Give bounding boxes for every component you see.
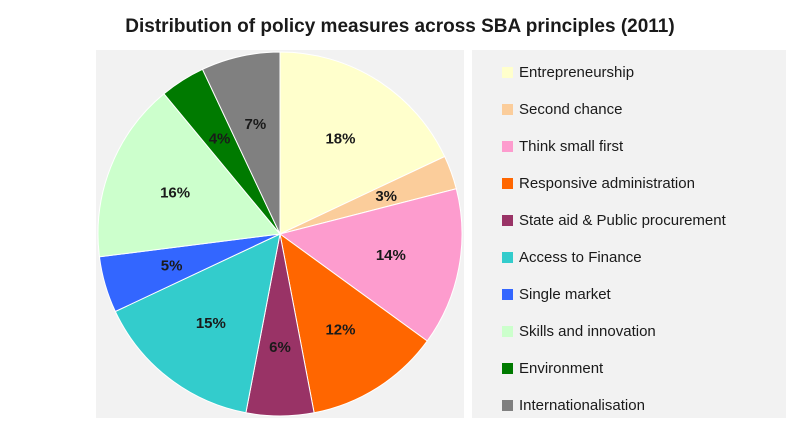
pie-slice-internationalisation — [201, 51, 281, 235]
pie-slice-responsive-administration — [279, 232, 428, 414]
slice-label: 5% — [161, 257, 183, 274]
legend-label: Entrepreneurship — [519, 63, 635, 81]
legend-swatch — [502, 362, 513, 374]
legend-label: Second chance — [519, 100, 623, 118]
legend-swatch — [502, 325, 513, 337]
legend-item: Responsive administration — [502, 173, 695, 193]
legend-swatch — [502, 177, 513, 189]
legend-swatch — [502, 251, 513, 263]
legend-swatch — [502, 288, 513, 300]
pie-chart: 18% 3% 14% 12% 6% 15% 5% 16% 4% 7% — [97, 51, 463, 417]
pie-slice-entrepreneurship — [279, 51, 446, 235]
legend-item: Skills and innovation — [502, 321, 656, 341]
slice-label: 15% — [196, 315, 226, 332]
legend-item: Environment — [502, 358, 603, 378]
slice-label: 18% — [325, 131, 355, 148]
legend-item: Second chance — [502, 99, 622, 119]
slice-label: 4% — [209, 131, 231, 148]
legend-swatch — [502, 399, 513, 411]
slice-label: 7% — [245, 116, 267, 133]
slice-label: 14% — [376, 247, 406, 264]
legend-item: Internationalisation — [502, 395, 645, 415]
pie-slice-access-to-finance — [114, 233, 281, 414]
legend-swatch — [502, 214, 513, 226]
legend-label: Internationalisation — [519, 396, 645, 414]
pie-slice-skills-and-innovation — [97, 93, 281, 258]
legend-item: Think small first — [502, 136, 623, 156]
slice-label: 12% — [325, 321, 355, 338]
legend-label: Think small first — [519, 137, 624, 155]
slice-label: 16% — [160, 184, 190, 201]
legend: Entrepreneurship Second chance Think small… — [472, 50, 786, 418]
legend-label: Responsive administration — [519, 174, 695, 192]
chart-title: Distribution of policy measures across S… — [125, 16, 675, 37]
legend-swatch — [502, 66, 513, 78]
legend-label: Skills and innovation — [519, 322, 656, 340]
legend-label: State aid & Public procurement — [519, 211, 726, 229]
legend-label: Access to Finance — [519, 248, 642, 266]
legend-item: State aid & Public procurement — [502, 210, 726, 230]
pie-slice-think-small-first — [278, 188, 463, 342]
legend-item: Single market — [502, 284, 611, 304]
legend-swatch — [502, 140, 513, 152]
slice-label: 6% — [269, 339, 291, 356]
slice-label: 3% — [375, 188, 397, 205]
legend-swatch — [502, 103, 513, 115]
legend-label: Single market — [519, 285, 611, 303]
legend-label: Environment — [519, 359, 604, 377]
legend-item: Entrepreneurship — [502, 62, 634, 82]
legend-item: Access to Finance — [502, 247, 642, 267]
